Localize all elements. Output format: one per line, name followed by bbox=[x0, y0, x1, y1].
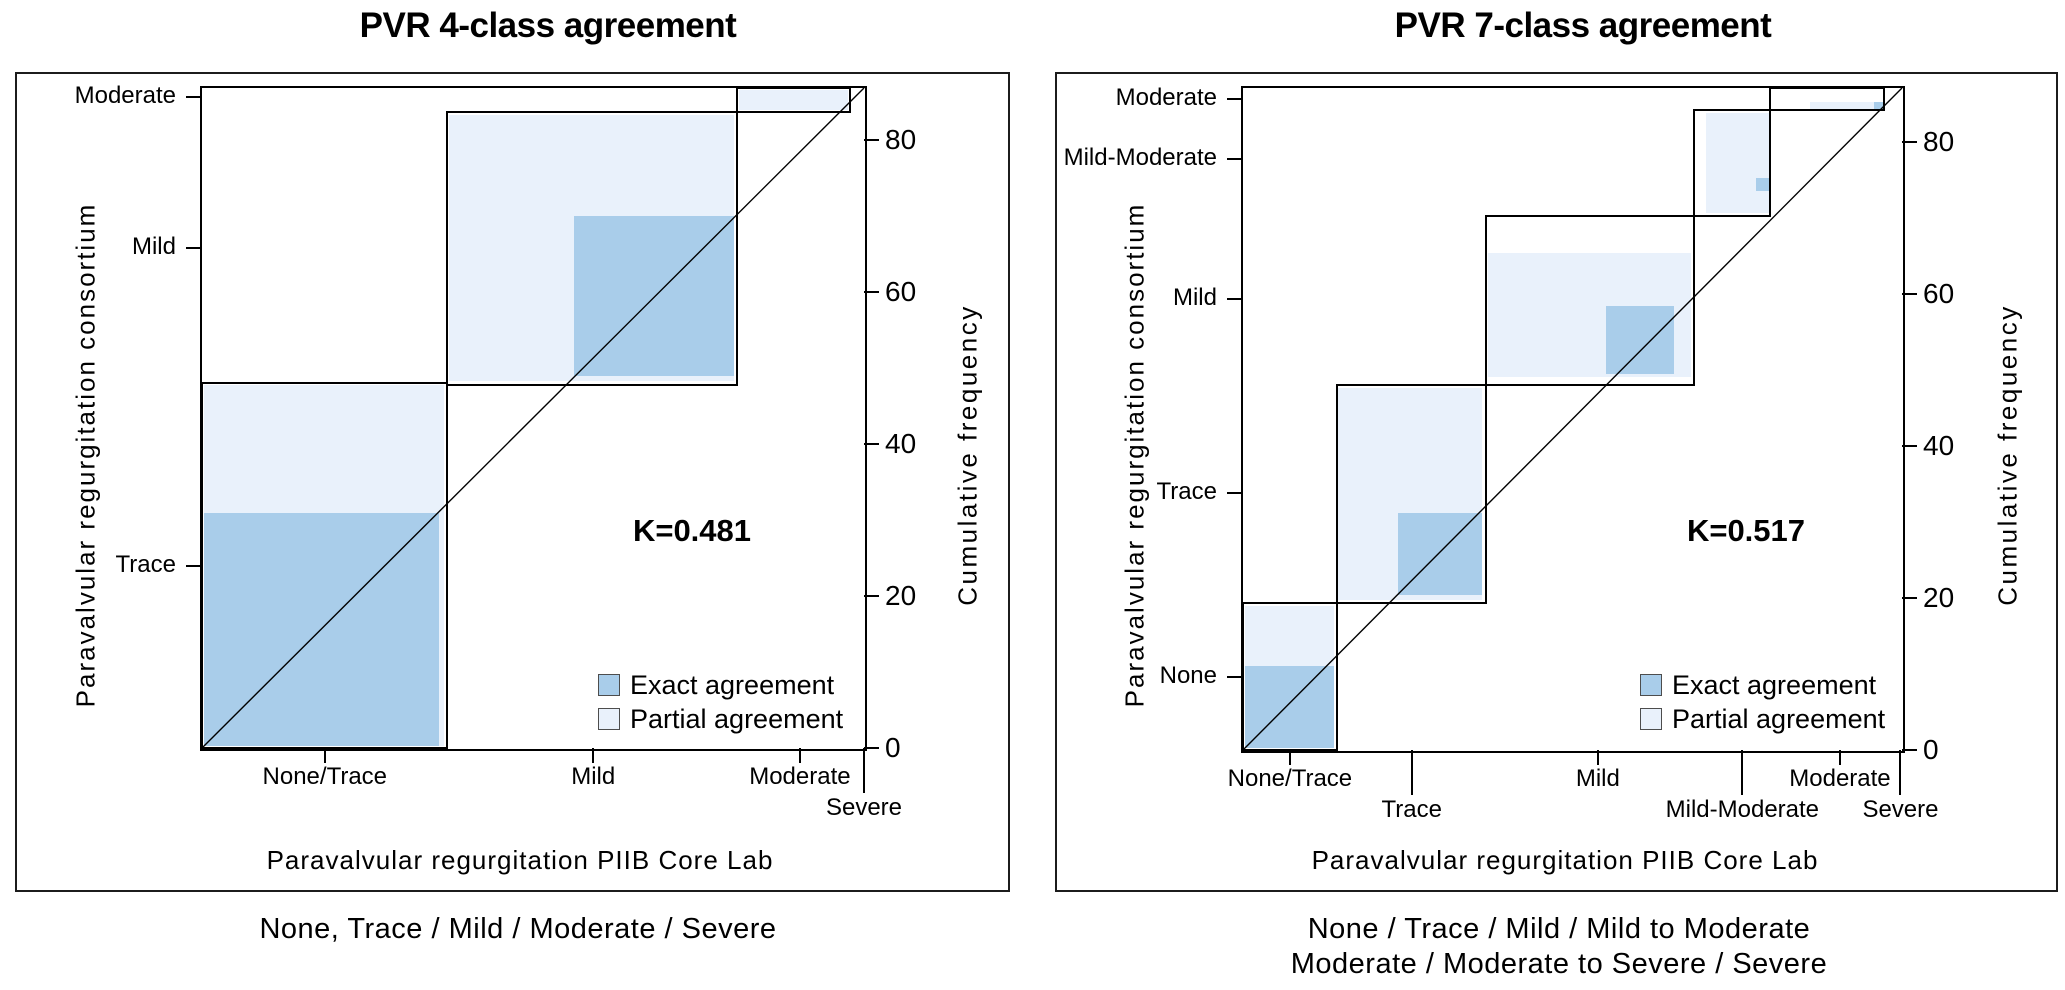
chart-caption-line: None, Trace / Mild / Moderate / Severe bbox=[259, 913, 777, 945]
agreement-block-outline bbox=[1335, 384, 1487, 605]
partial-agreement-rect bbox=[1809, 102, 1884, 110]
x-tick-label: Moderate bbox=[1789, 765, 1891, 792]
y-tick bbox=[186, 246, 202, 249]
freq-tick-label: 40 bbox=[1923, 429, 1955, 461]
freq-tick-label: 80 bbox=[885, 123, 917, 155]
agreement-block-outline bbox=[445, 111, 738, 387]
y-tick bbox=[1227, 157, 1243, 160]
chart-panel-border bbox=[15, 72, 1010, 892]
legend-partial-swatch bbox=[1640, 708, 1662, 730]
legend-partial-label: Partial agreement bbox=[630, 704, 844, 734]
freq-tick bbox=[864, 290, 879, 293]
x-axis-title: Paravalvular regurgitation PIIB Core Lab bbox=[1311, 845, 1819, 875]
agreement-block-outline bbox=[1484, 215, 1695, 387]
exact-agreement-rect bbox=[1606, 306, 1675, 374]
exact-agreement-rect bbox=[1245, 666, 1334, 748]
y-tick bbox=[186, 96, 202, 99]
agreement-block-outline bbox=[1768, 87, 1885, 112]
freq-tick bbox=[1902, 444, 1917, 447]
exact-agreement-rect bbox=[1755, 177, 1770, 191]
freq-tick-label: 60 bbox=[1923, 277, 1955, 309]
y-tick bbox=[186, 564, 202, 567]
y-tick-label: Trace bbox=[115, 550, 176, 578]
x-tick bbox=[592, 748, 595, 763]
kappa-value: K=0.517 bbox=[1686, 513, 1806, 548]
x-tick-label: Mild-Moderate bbox=[1665, 796, 1820, 823]
freq-tick-label: 20 bbox=[885, 579, 917, 611]
freq-tick-label: 40 bbox=[885, 427, 917, 459]
legend-exact-swatch bbox=[598, 674, 620, 696]
y-tick bbox=[1227, 98, 1243, 101]
partial-agreement-rect bbox=[738, 90, 848, 111]
freq-tick bbox=[864, 138, 879, 141]
legend-exact-swatch bbox=[1640, 674, 1662, 696]
plot-frame bbox=[1240, 85, 1905, 753]
y-tick-label: None bbox=[1159, 662, 1217, 690]
legend-partial-label: Partial agreement bbox=[1672, 704, 1886, 734]
freq-tick bbox=[864, 594, 879, 597]
x-tick bbox=[1410, 750, 1413, 795]
x-tick-label: Mild bbox=[571, 763, 616, 790]
chart-caption-line: None / Trace / Mild / Mild to Moderate bbox=[1307, 913, 1811, 945]
legend-partial-swatch bbox=[598, 708, 620, 730]
x-tick bbox=[798, 748, 801, 763]
x-tick bbox=[323, 748, 326, 763]
x-tick-label: None/Trace bbox=[1227, 765, 1353, 792]
agreement-block-outline bbox=[735, 87, 852, 114]
freq-tick-label: 0 bbox=[1923, 734, 1939, 765]
diagonal-line bbox=[1242, 87, 1903, 751]
y-axis-title: Paravalvular regurgitation consortium bbox=[70, 202, 101, 708]
y-tick bbox=[1227, 676, 1243, 679]
y-tick-label: Mild-Moderate bbox=[1063, 143, 1217, 171]
freq-axis-title: Cumulative frequency bbox=[952, 304, 983, 606]
x-tick-label: Moderate bbox=[749, 763, 851, 790]
y-tick bbox=[1227, 492, 1243, 495]
freq-tick bbox=[1902, 140, 1917, 143]
x-tick bbox=[1741, 750, 1744, 795]
freq-tick-label: 80 bbox=[1923, 125, 1955, 157]
x-tick bbox=[1899, 750, 1902, 795]
x-tick-label: Severe bbox=[825, 794, 903, 821]
x-axis-title: Paravalvular regurgitation PIIB Core Lab bbox=[266, 845, 774, 875]
y-tick-label: Moderate bbox=[1115, 84, 1217, 112]
x-tick bbox=[863, 748, 865, 793]
exact-agreement-rect bbox=[1398, 512, 1483, 595]
kappa-value: K=0.481 bbox=[632, 513, 752, 548]
freq-tick bbox=[864, 442, 879, 445]
freq-tick-label: 0 bbox=[885, 732, 901, 763]
x-tick-label: None/Trace bbox=[262, 763, 388, 790]
diagonal-line bbox=[201, 87, 865, 749]
chart-caption-line: Moderate / Moderate to Severe / Severe bbox=[1290, 948, 1828, 980]
x-tick bbox=[1596, 750, 1599, 765]
x-tick-label: Trace bbox=[1381, 796, 1442, 823]
partial-agreement-rect bbox=[1706, 113, 1770, 213]
chart-title: PVR 4-class agreement bbox=[359, 6, 737, 45]
y-tick bbox=[1227, 298, 1243, 301]
freq-tick bbox=[1902, 749, 1917, 751]
freq-tick-label: 20 bbox=[1923, 581, 1955, 613]
freq-axis-title: Cumulative frequency bbox=[1992, 304, 2023, 606]
agreement-block-outline bbox=[1692, 109, 1771, 218]
freq-tick-label: 60 bbox=[885, 275, 917, 307]
x-tick-label: Severe bbox=[1862, 796, 1939, 823]
y-tick-label: Trace bbox=[1156, 478, 1217, 506]
plot-frame bbox=[199, 85, 867, 751]
y-tick-label: Mild bbox=[1172, 284, 1217, 312]
legend-exact-label: Exact agreement bbox=[1672, 670, 1877, 700]
legend-exact-label: Exact agreement bbox=[630, 670, 835, 700]
x-tick bbox=[1288, 750, 1291, 765]
chart-title: PVR 7-class agreement bbox=[1394, 6, 1772, 45]
y-axis-title: Paravalvular regurgitation consortium bbox=[1119, 202, 1150, 708]
freq-tick bbox=[864, 747, 879, 749]
exact-agreement-rect bbox=[1874, 102, 1884, 110]
x-tick bbox=[1838, 750, 1841, 765]
chart-panel-border bbox=[1055, 72, 2058, 892]
freq-tick bbox=[1902, 596, 1917, 599]
freq-tick bbox=[1902, 292, 1917, 295]
y-tick-label: Moderate bbox=[74, 82, 176, 110]
x-tick-label: Mild bbox=[1575, 765, 1620, 792]
y-tick-label: Mild bbox=[131, 232, 176, 260]
